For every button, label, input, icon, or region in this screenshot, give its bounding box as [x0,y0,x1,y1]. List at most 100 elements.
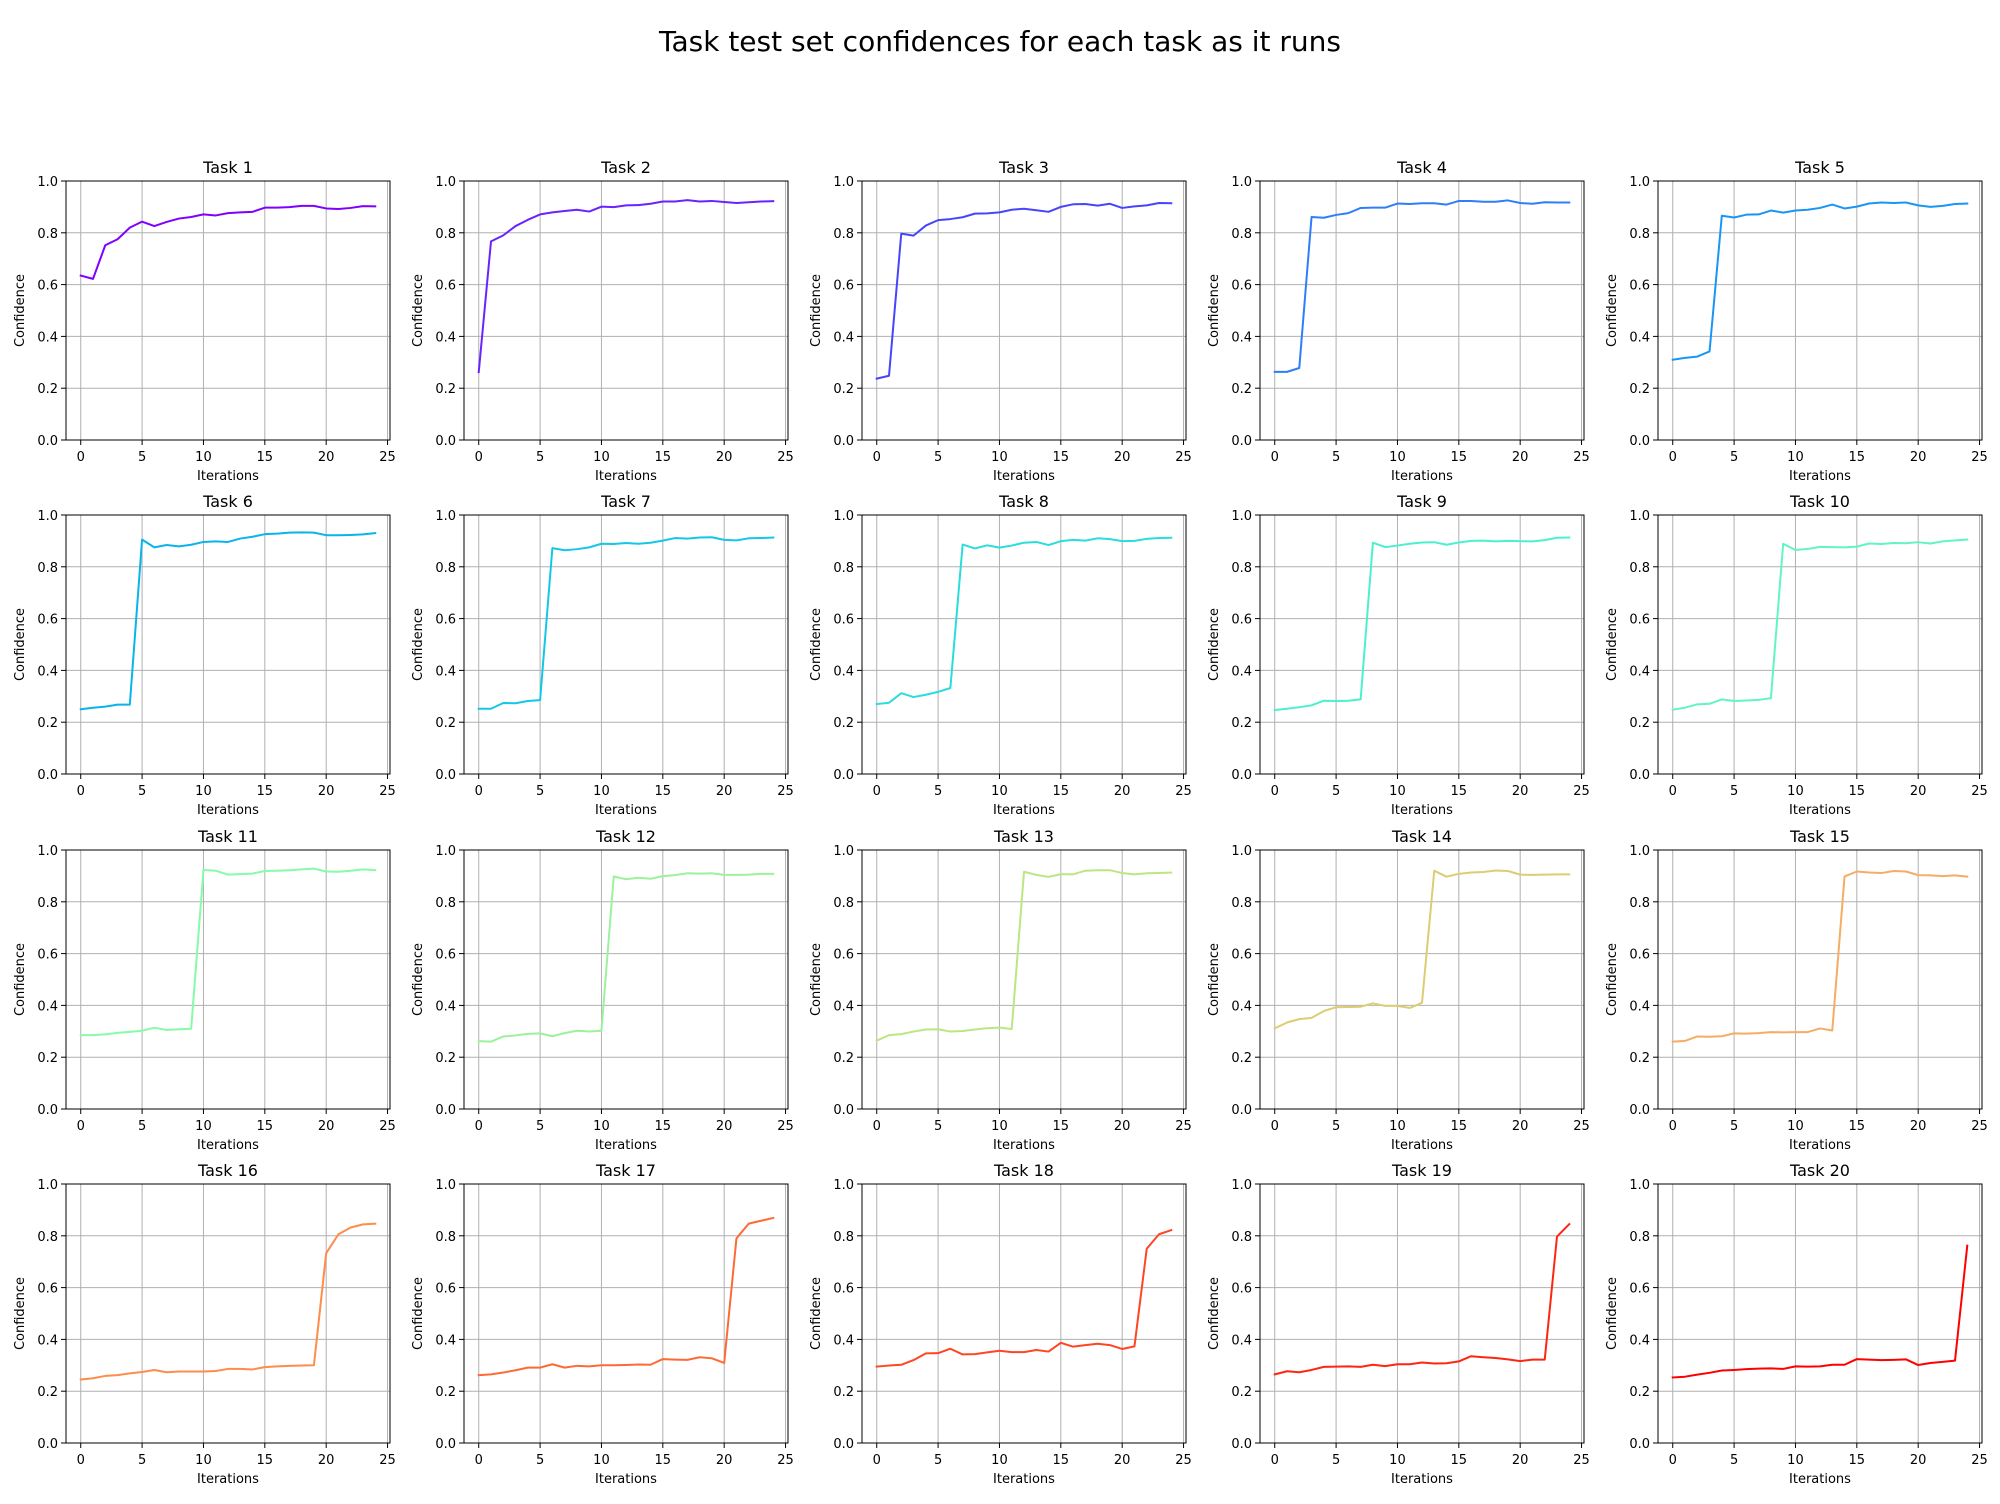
y-tick-label: 0.2 [1231,1051,1252,1066]
y-tick-label: 0.0 [1231,768,1252,783]
x-tick-label: 10 [593,1119,610,1134]
x-tick-label: 0 [1669,1119,1677,1134]
x-tick-label: 10 [1787,1119,1804,1134]
y-tick-label: 1.0 [833,175,854,190]
x-tick-label: 0 [1669,1453,1677,1468]
y-axis-label: Confidence [13,1277,28,1350]
x-tick-label: 5 [1730,1453,1738,1468]
axes-frame [1657,180,1983,441]
axes-frame [65,180,391,441]
x-axis-label: Iterations [595,469,657,484]
y-tick-label: 0.0 [1231,434,1252,449]
figure-title: Task test set confidences for each task … [658,25,1341,58]
x-tick-label: 25 [1573,1453,1590,1468]
y-tick-label: 0.4 [37,664,58,679]
subplot-title: Task 3 [998,158,1049,177]
y-tick-label: 0.0 [435,1103,456,1118]
subplot-task-18: 0 5 10 15 20 25 0.0 0.2 0.4 0.6 0.8 1.0 Task 18 Itera… [809,1161,1192,1487]
axes-frame [1259,1183,1585,1444]
x-tick-label: 5 [138,784,146,799]
axes-frame [1259,514,1585,775]
x-tick-label: 25 [1175,784,1192,799]
y-tick-label: 0.8 [37,561,58,576]
y-tick-label: 0.2 [1629,716,1650,731]
x-axis-label: Iterations [197,1472,259,1487]
x-tick-label: 25 [379,784,396,799]
y-tick-label: 0.2 [1629,1051,1650,1066]
y-tick-label: 0.6 [1231,1282,1252,1297]
x-tick-label: 10 [195,1119,212,1134]
y-tick-label: 0.0 [37,1103,58,1118]
y-tick-label: 0.6 [833,948,854,963]
x-tick-label: 5 [138,1119,146,1134]
subplot-task-15: 0 5 10 15 20 25 0.0 0.2 0.4 0.6 0.8 1.0 Task 15 Itera… [1605,827,1988,1153]
y-tick-label: 0.2 [37,1051,58,1066]
x-tick-label: 5 [1332,1453,1340,1468]
subplot-task-20: 0 5 10 15 20 25 0.0 0.2 0.4 0.6 0.8 1.0 Task 20 Itera… [1605,1161,1988,1487]
y-tick-label: 0.8 [1629,1230,1650,1245]
subplot-title: Task 20 [1789,1161,1850,1180]
y-tick-label: 0.8 [833,896,854,911]
y-axis-label: Confidence [809,608,824,681]
x-tick-label: 0 [1669,784,1677,799]
x-tick-label: 10 [1787,1453,1804,1468]
y-tick-label: 1.0 [435,509,456,524]
axes-frame [1657,514,1983,775]
series-line-task-10 [1671,538,1969,711]
y-tick-label: 0.8 [833,1230,854,1245]
x-tick-label: 10 [1389,784,1406,799]
x-tick-label: 25 [777,784,794,799]
y-tick-label: 0.8 [37,1230,58,1245]
x-tick-label: 0 [475,450,483,465]
y-tick-label: 1.0 [37,1178,58,1193]
series-line-task-9 [1273,536,1571,712]
y-tick-label: 0.2 [1629,382,1650,397]
y-tick-label: 1.0 [833,509,854,524]
subplot-task-16: 0 5 10 15 20 25 0.0 0.2 0.4 0.6 0.8 1.0 Task 16 Itera… [13,1161,396,1487]
y-tick-label: 0.8 [37,896,58,911]
x-tick-label: 20 [716,784,733,799]
x-tick-label: 20 [1910,784,1927,799]
axes-frame [463,514,789,775]
x-tick-label: 5 [536,784,544,799]
y-tick-label: 0.6 [1231,948,1252,963]
axes-frame [1657,849,1983,1110]
y-tick-label: 0.2 [1231,1385,1252,1400]
y-tick-label: 0.4 [435,999,456,1014]
x-tick-label: 5 [934,1119,942,1134]
x-axis-label: Iterations [595,1472,657,1487]
y-tick-label: 0.0 [435,434,456,449]
y-tick-label: 0.2 [1629,1385,1650,1400]
x-tick-label: 0 [1271,1453,1279,1468]
y-tick-label: 0.4 [833,664,854,679]
subplot-task-9: 0 5 10 15 20 25 0.0 0.2 0.4 0.6 0.8 1.0 Task 9 Iterat… [1207,492,1590,818]
y-axis-label: Confidence [411,274,426,347]
y-tick-label: 0.4 [833,999,854,1014]
x-tick-label: 10 [991,784,1008,799]
y-tick-label: 0.4 [435,664,456,679]
y-tick-label: 0.6 [435,279,456,294]
y-tick-label: 0.6 [435,1282,456,1297]
y-axis-label: Confidence [1207,274,1222,347]
x-tick-label: 20 [318,784,335,799]
y-tick-label: 0.0 [833,434,854,449]
y-axis-label: Confidence [1605,943,1620,1016]
subplot-task-1: 0 5 10 15 20 25 0.0 0.2 0.4 0.6 0.8 1.0 Task 1 Iterat… [13,158,396,484]
y-tick-label: 1.0 [833,844,854,859]
y-tick-label: 0.0 [37,1437,58,1452]
y-tick-label: 0.8 [1231,561,1252,576]
y-tick-label: 0.4 [1231,1333,1252,1348]
subplot-task-10: 0 5 10 15 20 25 0.0 0.2 0.4 0.6 0.8 1.0 Task 10 Itera… [1605,492,1988,818]
y-tick-label: 0.2 [37,1385,58,1400]
x-tick-label: 0 [873,450,881,465]
axes-frame [463,1183,789,1444]
x-tick-label: 25 [1971,1119,1988,1134]
y-tick-label: 0.2 [833,716,854,731]
axes-frame [1259,180,1585,441]
y-tick-label: 0.4 [37,330,58,345]
subplot-task-12: 0 5 10 15 20 25 0.0 0.2 0.4 0.6 0.8 1.0 Task 12 Itera… [411,827,794,1153]
y-tick-label: 0.0 [1629,1437,1650,1452]
axes-frame [861,514,1187,775]
subplot-task-2: 0 5 10 15 20 25 0.0 0.2 0.4 0.6 0.8 1.0 Task 2 Iterat… [411,158,794,484]
x-tick-label: 0 [77,784,85,799]
